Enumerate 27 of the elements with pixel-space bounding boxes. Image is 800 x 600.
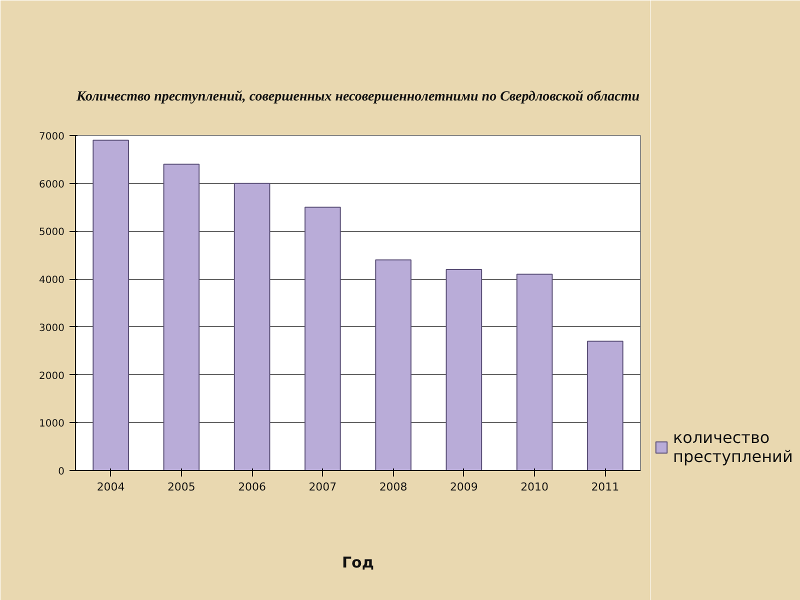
x-tick-label: 2004: [96, 480, 125, 494]
legend-label: количество преступлений: [673, 428, 793, 466]
x-tick-label: 2006: [238, 480, 266, 494]
bar: [375, 259, 412, 470]
x-axis-title: Год: [342, 554, 374, 572]
y-tick-label: 3000: [39, 322, 65, 334]
x-tick-label: 2007: [308, 480, 337, 494]
y-tick-label: 6000: [39, 179, 65, 190]
y-tick-label: 5000: [39, 227, 65, 238]
bar: [587, 340, 624, 470]
bar: [516, 274, 553, 470]
x-tick-label: 2010: [520, 480, 549, 494]
bar: [234, 182, 270, 470]
y-tick-label: 1000: [39, 418, 65, 430]
y-tick-label: 2000: [39, 370, 65, 382]
chart-title: Количество преступлений, совершенных несовершеннолетними по Свердловской области: [75, 90, 640, 104]
y-tick-label: 0: [58, 466, 65, 478]
x-tick-label: 2005: [167, 480, 196, 494]
y-tick-label: 7000: [39, 132, 65, 142]
bar: [163, 164, 200, 470]
y-tick-label: 4000: [39, 275, 65, 286]
x-tick-label: 2008: [379, 480, 408, 494]
bar: [304, 206, 341, 470]
x-tick-label: 2011: [591, 480, 620, 494]
x-tick-label: 2009: [450, 480, 478, 494]
bar: [446, 269, 482, 470]
bar: [92, 140, 129, 470]
